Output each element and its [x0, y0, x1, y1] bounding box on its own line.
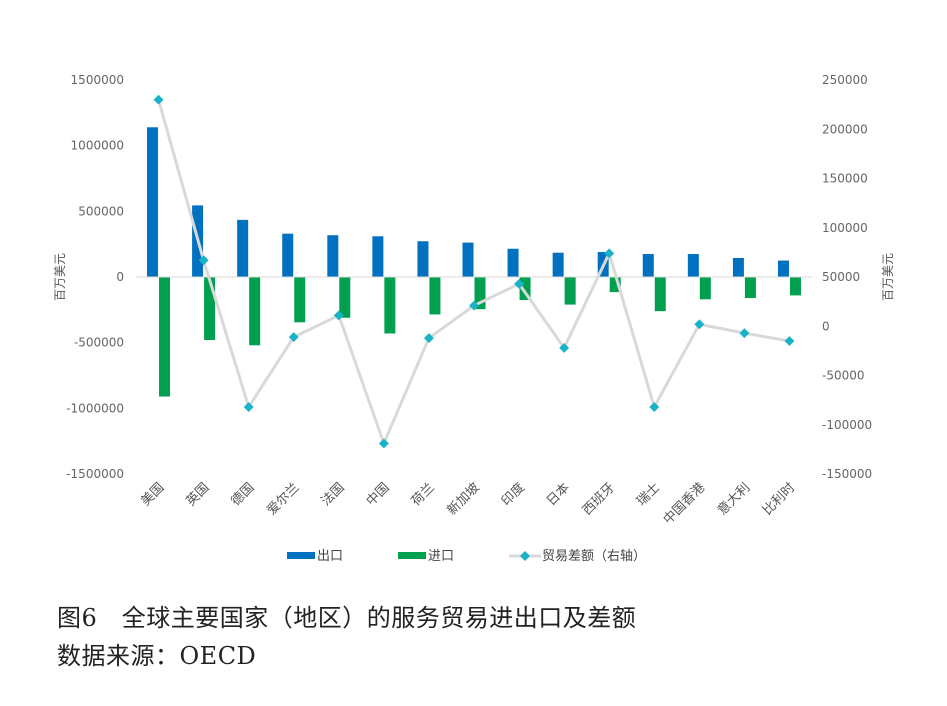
legend-swatch-export [287, 552, 315, 559]
category-label: 新加坡 [444, 480, 483, 519]
legend-label-balance: 贸易差额（右轴） [542, 549, 646, 564]
legend-swatch-balance-marker [520, 551, 530, 561]
import-bar [519, 277, 531, 300]
right-axis-tick: 150000 [822, 172, 868, 186]
balance-marker [333, 310, 344, 321]
import-bar [789, 277, 801, 296]
legend: 出口 进口 贸易差额（右轴） [287, 549, 646, 564]
import-bar [699, 277, 711, 300]
legend-label-export: 出口 [317, 549, 343, 564]
balance-marker [288, 332, 299, 343]
balance-marker [378, 438, 389, 449]
balance-marker [423, 333, 434, 344]
left-axis-tick: -1000000 [66, 401, 124, 415]
category-label: 印度 [498, 480, 528, 510]
import-bar [159, 277, 171, 397]
balance-marker [514, 278, 525, 289]
data-source: 数据来源：OECD [57, 642, 257, 670]
export-bar [417, 241, 429, 277]
export-bar [507, 248, 519, 277]
export-bar [147, 127, 159, 277]
legend-label-import: 进口 [428, 549, 454, 564]
balance-marker [784, 336, 795, 346]
balance-marker [739, 328, 750, 339]
right-axis-tick: 250000 [822, 73, 868, 87]
export-bar [237, 219, 249, 277]
balance-marker [604, 248, 615, 259]
export-bar [642, 254, 654, 277]
balance-marker [649, 402, 660, 412]
balance-marker [198, 255, 209, 266]
import-bar [744, 277, 756, 299]
import-bar [339, 277, 351, 318]
left-axis-tick: 0 [116, 270, 124, 284]
category-label: 中国 [364, 480, 393, 509]
right-axis-tick: -50000 [822, 369, 865, 383]
left-axis-label: 百万美元 [53, 253, 67, 301]
right-axis: 250000 200000 150000 100000 50000 0 -50000 -100… [822, 73, 872, 481]
left-axis: 1500000 1000000 500000 0 -500000 -1000000 -150… [66, 73, 124, 481]
import-bar [609, 277, 621, 293]
export-bar [687, 254, 699, 277]
right-axis-tick: -150000 [822, 467, 872, 481]
import-bar [429, 277, 441, 315]
balance-marker [694, 319, 705, 330]
category-label: 日本 [544, 480, 573, 509]
import-bar [204, 277, 216, 341]
import-bar [294, 277, 306, 323]
export-bar [372, 236, 384, 277]
import-bar [249, 277, 261, 346]
left-axis-tick: -1500000 [66, 467, 124, 481]
right-axis-tick: 200000 [822, 122, 868, 136]
balance-marker [243, 402, 254, 412]
right-axis-tick: 50000 [822, 270, 860, 284]
category-label: 中国香港 [661, 480, 708, 527]
right-axis-tick: -100000 [822, 418, 872, 432]
export-bar [327, 235, 339, 277]
balance-marker [153, 94, 164, 105]
chart-area: 150000010000005000000-500000-1000000-150… [53, 73, 895, 564]
category-label: 英国 [183, 480, 212, 509]
right-axis-tick: 100000 [822, 221, 868, 235]
category-label: 比利时 [760, 480, 798, 518]
left-axis-tick: -500000 [74, 336, 124, 350]
category-label: 西班牙 [580, 480, 618, 518]
import-bar [654, 277, 666, 312]
import-bar [564, 277, 576, 305]
export-bar [552, 252, 564, 277]
balance-line-group [153, 94, 795, 449]
category-label: 荷兰 [409, 480, 438, 509]
left-axis-tick: 1500000 [71, 73, 124, 87]
export-bar [462, 242, 474, 277]
export-bar [282, 233, 294, 277]
export-bar [732, 257, 744, 277]
left-axis-tick: 500000 [78, 204, 124, 218]
category-label: 瑞士 [634, 480, 663, 509]
balance-marker [559, 342, 570, 353]
export-bar [777, 260, 789, 277]
right-axis-label: 百万美元 [881, 253, 895, 301]
balance-marker [469, 300, 479, 311]
category-label: 意大利 [714, 480, 753, 519]
import-bar [384, 277, 396, 334]
category-label: 法国 [319, 480, 348, 509]
category-label: 德国 [228, 480, 257, 509]
left-axis-tick: 1000000 [71, 139, 124, 153]
category-label: 美国 [138, 480, 167, 509]
category-label: 爱尔兰 [264, 480, 302, 518]
right-axis-tick: 0 [822, 319, 830, 333]
legend-swatch-import [398, 552, 426, 559]
figure-caption: 图6 全球主要国家（地区）的服务贸易进出口及差额 [57, 604, 637, 632]
import-bar [474, 277, 486, 310]
bar-series-group [147, 127, 801, 397]
